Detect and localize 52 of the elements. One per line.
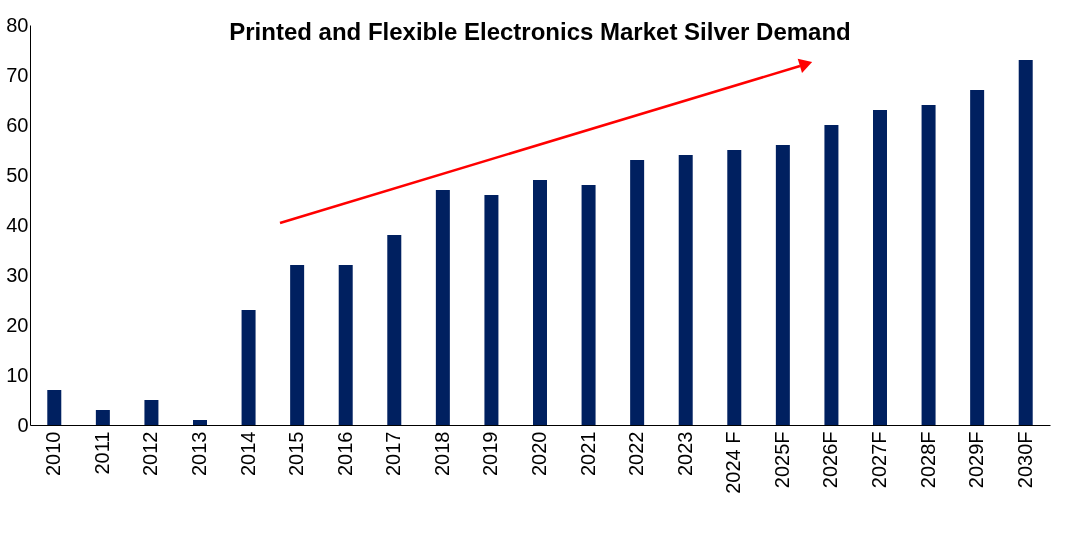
y-tick-label: 10 [6,363,29,386]
x-tick-label: 2030F [1013,431,1036,489]
y-tick-label: 50 [6,163,29,186]
x-tick-label: 2029F [965,431,988,489]
x-tick-label: 2018 [430,431,453,476]
bar [921,105,936,425]
bar [970,90,985,425]
bar [581,185,596,425]
x-tick-label: 2026F [819,431,842,489]
y-tick-label: 20 [6,313,29,336]
bar [144,400,159,425]
y-tick-label: 60 [6,113,29,136]
bar [47,390,62,425]
x-tick-label: 2023 [673,431,696,476]
bar [775,145,790,425]
y-tick-label: 70 [6,63,29,86]
x-tick-label: 2022 [625,431,648,476]
x-tick-label: 2025F [770,431,793,489]
x-tick-label: 2024 F [722,431,745,494]
bar [824,125,839,425]
x-tick-label: 2020 [528,431,550,476]
x-tick-label: 2016 [333,431,356,476]
x-tick-label: 2028F [916,431,939,489]
bar [95,410,110,425]
bar [533,180,547,425]
bar [678,155,693,425]
chart-title: Printed and Flexible Electronics Market Silver Demand [229,18,851,45]
bar [1018,60,1033,425]
bar [387,235,402,425]
x-tick-label: 2014 [236,431,259,476]
bar [435,190,450,425]
x-tick-label: 2019 [479,431,502,476]
bar [727,150,742,425]
x-tick-label: 2010 [42,431,65,476]
bar [241,310,256,425]
x-tick-label: 2013 [188,431,210,476]
y-tick-label: 30 [6,263,29,286]
bar [193,420,207,425]
bar [338,265,353,425]
y-tick-label: 0 [17,413,29,436]
bar [873,110,887,425]
x-tick-label: 2021 [576,431,599,476]
x-tick-label: 2027F [868,431,890,489]
y-tick-label: 40 [6,213,29,236]
x-tick-label: 2011 [90,431,113,475]
bar [630,160,645,425]
x-tick-label: 2012 [139,431,162,476]
bar [484,195,499,425]
x-tick-label: 2017 [382,431,405,476]
x-tick-label: 2015 [285,431,308,476]
bar [290,265,305,425]
y-tick-label: 80 [6,13,29,36]
